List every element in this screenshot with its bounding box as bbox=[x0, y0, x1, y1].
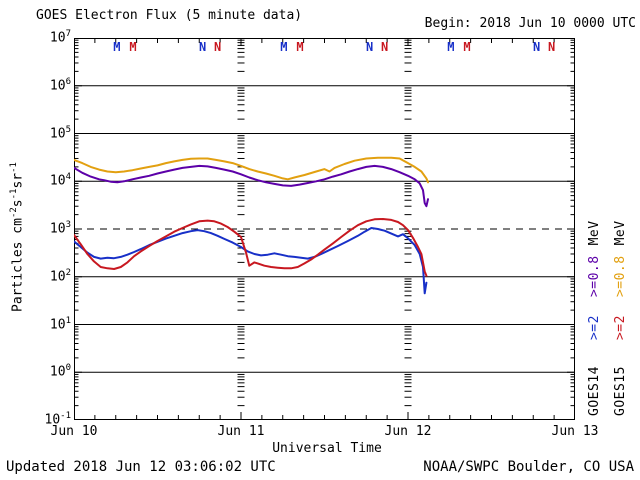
y-tick-label-1e4: 104 bbox=[49, 172, 71, 189]
local-time-marker-M: M bbox=[463, 40, 471, 54]
plot-area bbox=[74, 38, 575, 420]
legend-goes14-ge08: >=0.8 bbox=[586, 255, 602, 298]
local-time-marker-N: N bbox=[532, 40, 541, 54]
y-axis-unit-label: Particles cm-2s-1sr-1 bbox=[9, 162, 26, 312]
x-tick-label-2: Jun 12 bbox=[384, 424, 432, 439]
legend-goes15-ge2: >=2 bbox=[612, 315, 628, 341]
y-tick-label-1e5: 105 bbox=[49, 124, 71, 141]
y-tick-label-1e7: 107 bbox=[49, 29, 71, 46]
series-GOES15-goes15_2 bbox=[74, 218, 428, 277]
legend-goes14: GOES14 >=2 >=0.8 MeV bbox=[586, 146, 602, 416]
local-time-marker-M: M bbox=[447, 40, 455, 54]
y-tick-label-1e2: 102 bbox=[49, 267, 71, 285]
x-tick-label-1: Jun 11 bbox=[217, 424, 265, 439]
x-axis-label: Universal Time bbox=[272, 441, 382, 456]
x-tick-label-0: Jun 10 bbox=[50, 424, 98, 439]
legend-goes15-satellite: GOES15 bbox=[612, 366, 628, 416]
y-tick-label-1e0: 100 bbox=[49, 363, 71, 380]
local-time-marker-N: N bbox=[213, 40, 222, 54]
local-time-marker-M: M bbox=[296, 40, 304, 54]
y-tick-label-1e3: 103 bbox=[49, 220, 71, 237]
series-GOES14-goes14_2 bbox=[74, 227, 428, 295]
legend-goes15-ge08: >=0.8 bbox=[612, 255, 628, 298]
credit-text: NOAA/SWPC Boulder, CO USA bbox=[423, 459, 634, 475]
x-tick-label-3: Jun 13 bbox=[551, 424, 599, 439]
updated-timestamp: Updated 2018 Jun 12 03:06:02 UTC bbox=[6, 459, 276, 475]
y-tick-label-1e-1: 10-1 bbox=[44, 411, 72, 428]
chart-title: GOES Electron Flux (5 minute data) bbox=[36, 8, 303, 23]
legend-goes15: GOES15 >=2 >=0.8 MeV bbox=[612, 146, 628, 416]
local-time-marker-M: M bbox=[280, 40, 288, 54]
legend-goes14-satellite: GOES14 bbox=[586, 366, 602, 416]
legend-goes15-unit: MeV bbox=[612, 220, 628, 246]
local-time-marker-N: N bbox=[198, 40, 207, 54]
local-time-marker-M: M bbox=[129, 40, 137, 54]
local-time-marker-N: N bbox=[380, 40, 389, 54]
local-time-marker-N: N bbox=[547, 40, 556, 54]
y-tick-label-1e6: 106 bbox=[49, 76, 71, 94]
series-GOES14-goes14_08 bbox=[74, 164, 429, 208]
legend-goes14-unit: MeV bbox=[586, 220, 602, 246]
local-time-marker-M: M bbox=[113, 40, 121, 54]
y-tick-label-1e1: 101 bbox=[49, 315, 71, 332]
local-time-marker-N: N bbox=[365, 40, 374, 54]
legend-goes14-ge2: >=2 bbox=[586, 315, 602, 341]
begin-timestamp: Begin: 2018 Jun 10 0000 UTC bbox=[424, 16, 636, 31]
series-GOES15-goes15_08 bbox=[74, 156, 429, 184]
